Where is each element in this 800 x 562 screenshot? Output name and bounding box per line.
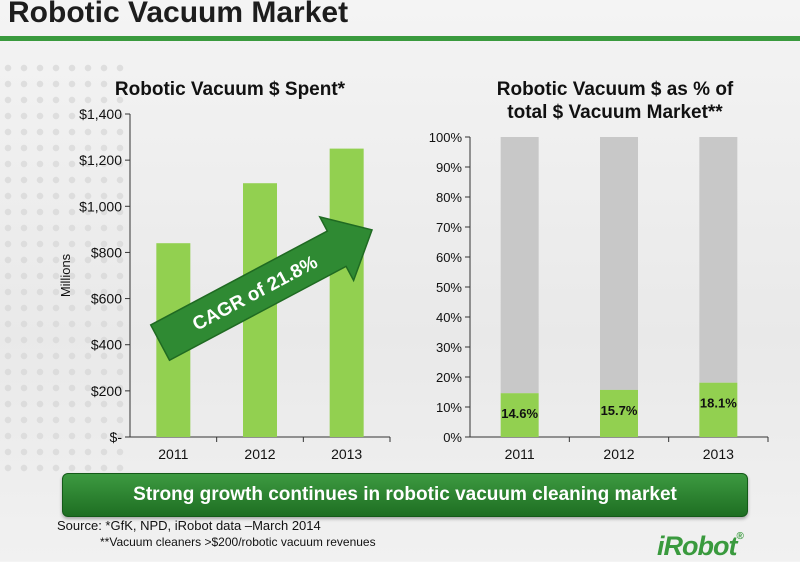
y-tick-label: $1,200 [79,152,122,168]
irobot-logo-text: iRobot [657,531,737,561]
y-tick-label: 10% [436,400,462,415]
y-tick-label: 0% [443,430,462,445]
spent-bar-chart: $- $200 $400 $600 $800 $1,000 $1,200 $1,400 Mill… [58,106,391,462]
y-tick-label: 30% [436,340,462,355]
source-note: Source: *GfK, NPD, iRobot data –March 20… [57,518,321,533]
data-label: 18.1% [700,396,737,411]
title-rule [0,36,800,41]
y-tick-label: $1,400 [79,106,122,122]
growth-banner: Strong growth continues in robotic vacuu… [62,473,748,517]
y-tick-label: $1,000 [79,198,122,214]
irobot-logo: iRobot® [657,531,744,562]
x-tick-label: 2013 [331,446,362,462]
y-tick-label: 80% [436,190,462,205]
remaining-share-bar-2013 [699,137,738,383]
y-tick-label: $200 [91,383,122,399]
y-tick-label: $600 [91,291,122,307]
y-tick-label: $- [110,429,123,445]
background-dot-pattern [0,60,130,480]
y-tick-label: $400 [91,337,122,353]
right-chart-title: Robotic Vacuum $ as % of total $ Vacuum … [430,78,800,124]
right-chart-title-line2: total $ Vacuum Market** [507,102,723,123]
data-label: 14.6% [501,406,538,421]
y-tick-label: $800 [91,244,122,260]
y-tick-label: 90% [436,160,462,175]
remaining-share-bar-2011 [500,137,539,394]
cagr-arrow-shape [149,215,374,362]
y-tick-label: 60% [436,250,462,265]
data-label: 15.7% [601,403,638,418]
left-chart-title: Robotic Vacuum $ Spent* [114,79,346,100]
irobot-logo-tm: ® [736,531,743,542]
y-tick-label: 70% [436,220,462,235]
robotic-share-bar-2012 [600,389,638,437]
right-chart-title-line1: Robotic Vacuum $ as % of [496,79,734,100]
page-title: Robotic Vacuum Market [8,0,349,29]
bar-2013 [329,148,364,437]
source-footnote: **Vacuum cleaners >$200/robotic vacuum r… [100,535,376,549]
share-stacked-bar-chart: 0% 10% 20% 30% 40% 50% 60% 70% 80% 90% 100% 14.6% 20… [429,130,769,462]
y-tick-label: 50% [436,280,462,295]
x-tick-label: 2012 [244,446,275,462]
y-axis-label: Millions [58,253,73,297]
robotic-share-bar-2011 [500,393,539,437]
x-tick-label: 2012 [603,446,634,462]
y-tick-label: 100% [429,130,463,145]
x-tick-label: 2011 [158,446,188,462]
y-tick-label: 20% [436,370,462,385]
robotic-share-bar-2013 [699,382,738,437]
remaining-share-bar-2012 [600,137,638,390]
x-tick-label: 2011 [505,446,535,462]
x-tick-label: 2013 [703,446,734,462]
y-tick-label: 40% [436,310,462,325]
